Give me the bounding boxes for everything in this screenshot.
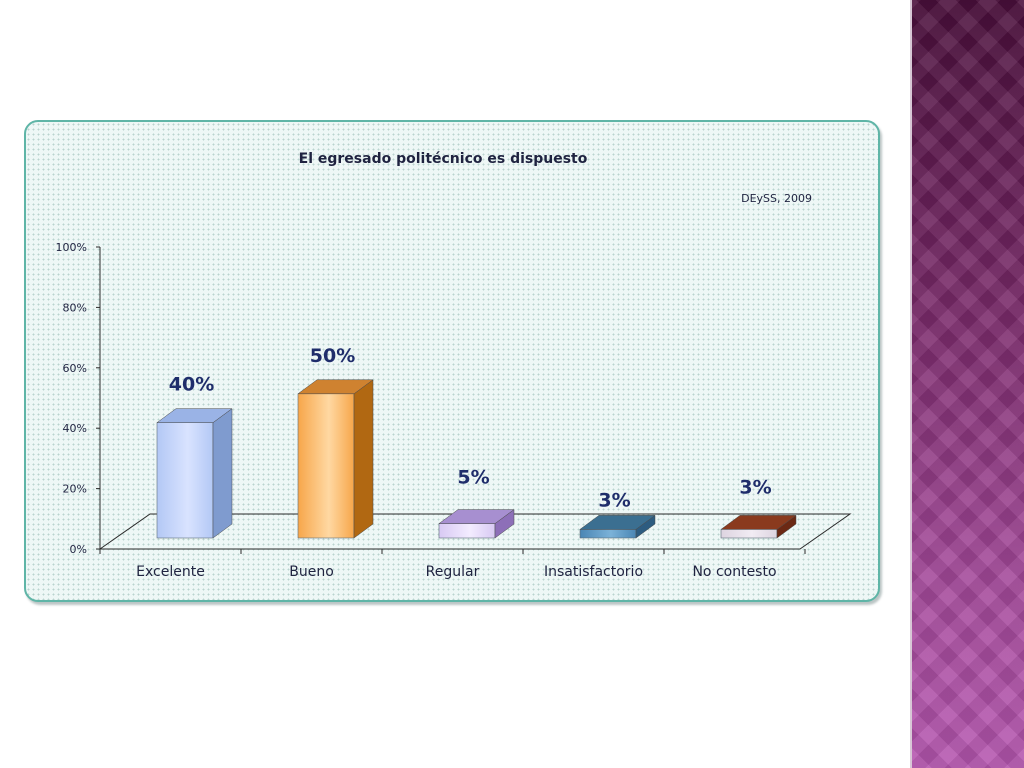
value-label: 40%: [169, 374, 214, 396]
decorative-side-band: [912, 0, 1024, 768]
bar-top: [438, 509, 515, 524]
y-tick-label: 20%: [63, 483, 87, 496]
bar-top: [156, 408, 233, 423]
y-tick-label: 80%: [63, 301, 87, 314]
bar-top: [579, 515, 656, 530]
chart-value-labels: 40% 50% 5% 3% 3%: [169, 345, 772, 512]
chart-source: DEySS, 2009: [741, 192, 812, 205]
bar-front: [720, 529, 778, 539]
bar-front: [156, 422, 214, 539]
bar-top: [297, 379, 374, 395]
category-label: Bueno: [289, 564, 334, 580]
chart-floor: [98, 513, 852, 550]
bar-no-contesto: [720, 514, 797, 539]
y-tick-label: 60%: [63, 362, 87, 375]
bar-insatisfactorio: [579, 514, 656, 539]
category-label: Insatisfactorio: [544, 564, 643, 580]
category-label: Regular: [426, 564, 480, 580]
side-band-divider: [910, 0, 912, 768]
bar-top: [720, 515, 797, 530]
chart-axes: [98, 247, 852, 554]
bar-front: [297, 393, 355, 539]
value-label: 3%: [598, 489, 630, 511]
chart-bars: [156, 379, 797, 539]
bar-front: [579, 529, 637, 539]
bar-regular: [438, 509, 515, 539]
bar-side: [212, 408, 233, 539]
bar-front: [438, 523, 496, 539]
y-tick-label: 100%: [56, 241, 87, 254]
chart-category-labels: Excelente Bueno Regular Insatisfactorio No c…: [136, 564, 776, 580]
chart-title: El egresado politécnico es dispuesto: [299, 151, 588, 167]
bar-excelente: [156, 408, 233, 539]
category-label: No contesto: [692, 564, 776, 580]
category-label: Excelente: [136, 564, 205, 580]
value-label: 3%: [739, 476, 771, 498]
bar-bueno: [297, 379, 374, 539]
value-label: 5%: [457, 467, 489, 489]
bar-side: [353, 379, 374, 539]
y-tick-label: 0%: [70, 543, 87, 556]
y-tick-label: 40%: [63, 422, 87, 435]
value-label: 50%: [310, 345, 355, 367]
y-axis-ticks: 0% 20% 40% 60% 80% 100%: [56, 241, 100, 556]
